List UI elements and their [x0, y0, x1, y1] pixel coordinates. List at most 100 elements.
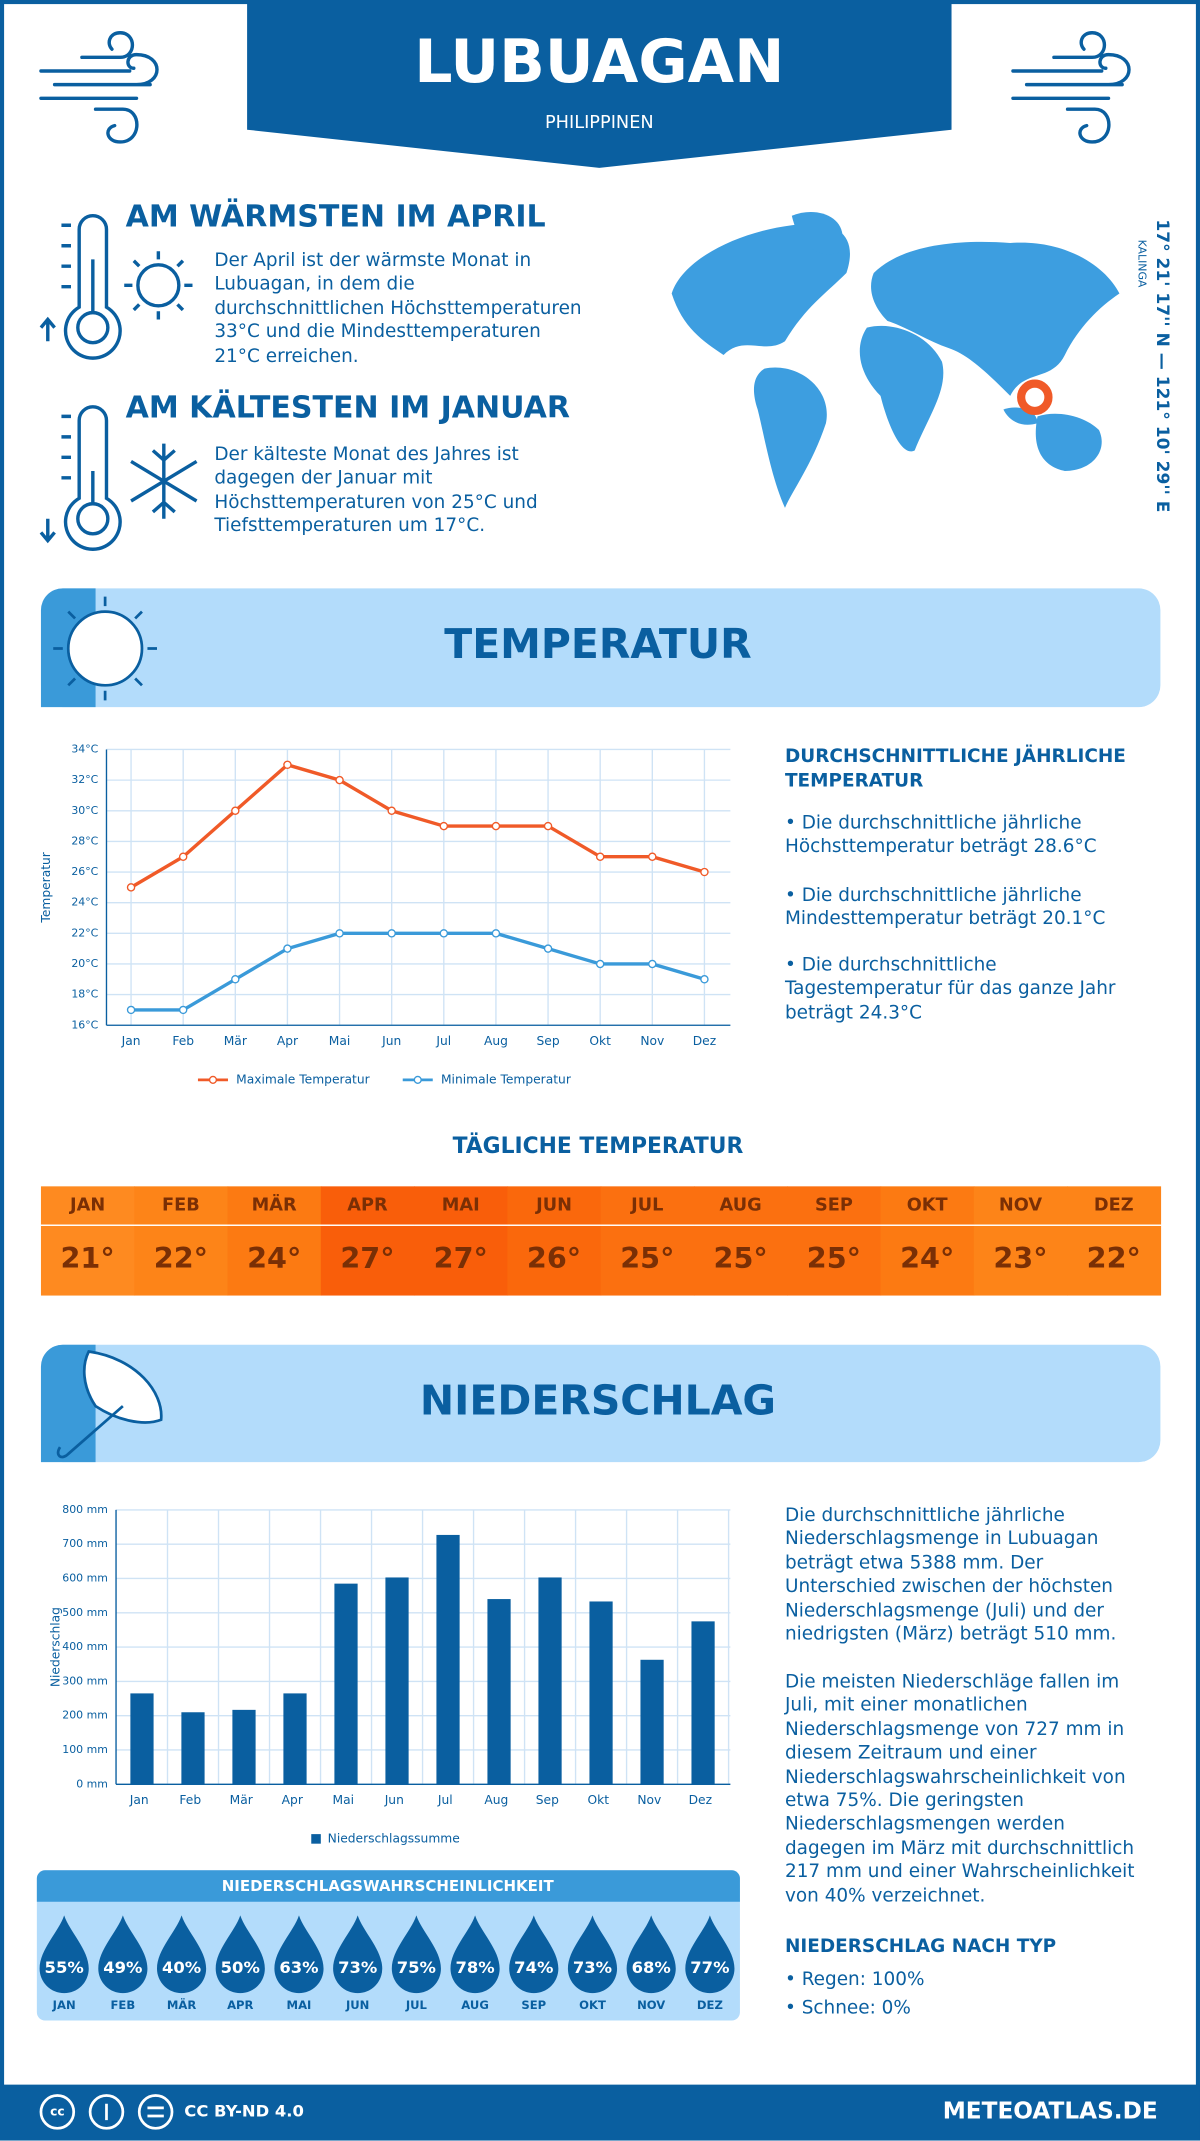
temperature-value: 25° [714, 1241, 768, 1275]
y-tick-label: 500 mm [62, 1606, 108, 1619]
month-label: AUG [720, 1195, 762, 1215]
probability-value: 50% [221, 1958, 260, 1977]
x-tick-label: Feb [172, 1034, 194, 1048]
drop [391, 1915, 441, 1994]
y-tick-label: 16°C [71, 1018, 98, 1031]
site-link[interactable]: METEOATLAS.DE [943, 2097, 1158, 2124]
table-header-cell [600, 1186, 695, 1225]
umbrella-icon [56, 1350, 163, 1459]
y-tick-label: 24°C [71, 896, 98, 909]
table-cell [880, 1225, 975, 1296]
temperature-value: 25° [807, 1241, 861, 1275]
point [491, 929, 501, 938]
legend-label: Minimale Temperatur [441, 1072, 572, 1086]
y-axis-label: Niederschlag [48, 1607, 62, 1687]
probability-month: AUG [461, 1998, 489, 2012]
table-header-cell [40, 1186, 135, 1225]
y-tick-label: 32°C [71, 773, 98, 786]
temperature-value: 25° [620, 1241, 674, 1275]
point [126, 1005, 136, 1015]
highlight-heading: AM KÄLTESTEN IM JANUAR [125, 391, 571, 426]
probability-value: 77% [690, 1958, 729, 1977]
highlight-heading: AM WÄRMSTEN IM APRIL [125, 200, 546, 235]
drop [215, 1915, 265, 1994]
month-label: MÄR [252, 1193, 297, 1215]
probability-value: 68% [632, 1958, 671, 1977]
probability-month: MAI [287, 1998, 312, 2012]
temperature-value: 27° [340, 1241, 394, 1275]
license: CC BY-ND 4.0 [184, 2101, 304, 2120]
point [283, 760, 292, 770]
table-header-cell [973, 1186, 1068, 1225]
x-tick-label: Okt [588, 1793, 610, 1807]
table-cell [600, 1225, 695, 1296]
drop [685, 1915, 735, 1994]
footer-bar [0, 2084, 1200, 2141]
y-tick-label: 26°C [71, 865, 98, 878]
probability-month: NOV [637, 1998, 665, 2012]
y-tick-label: 100 mm [62, 1743, 108, 1756]
table-cell [320, 1225, 415, 1296]
probability-value: 74% [514, 1958, 553, 1977]
legend-label: Maximale Temperatur [236, 1072, 370, 1086]
y-tick-label: 0 mm [76, 1777, 108, 1790]
x-tick-label: Dez [693, 1034, 716, 1048]
probability-value: 75% [397, 1958, 436, 1977]
location-marker [1017, 379, 1053, 416]
legend-swatch [311, 1834, 321, 1844]
x-tick-label: Dez [689, 1793, 712, 1807]
point [231, 806, 240, 815]
section-banner [40, 1344, 1161, 1463]
temperature-value: 26° [527, 1241, 581, 1275]
probability-value: 40% [162, 1958, 201, 1977]
x-tick-label: Jan [129, 1793, 149, 1807]
bar [232, 1709, 256, 1785]
point [387, 806, 396, 815]
probability-box [36, 1870, 740, 2021]
point [700, 867, 709, 877]
bar [691, 1621, 715, 1785]
cc-icon-text: cc [50, 2104, 65, 2118]
y-tick-label: 800 mm [62, 1503, 108, 1516]
y-tick-label: 200 mm [62, 1709, 108, 1722]
y-tick-label: 30°C [71, 804, 98, 817]
y-tick-label: 18°C [71, 988, 98, 1001]
month-label: JUN [535, 1195, 572, 1215]
x-tick-label: Jul [437, 1793, 453, 1807]
probability-title: NIEDERSCHLAGSWAHRSCHEINLICHKEIT [222, 1877, 555, 1895]
x-tick-label: Nov [637, 1793, 661, 1807]
drop [274, 1915, 324, 1994]
y-tick-label: 600 mm [62, 1571, 108, 1584]
table-header-cell [134, 1186, 229, 1225]
bar [589, 1601, 613, 1785]
point [439, 929, 449, 938]
x-tick-label: Aug [484, 1034, 508, 1048]
stats-heading: DURCHSCHNITTLICHE JÄHRLICHE TEMPERATUR [784, 745, 1126, 792]
month-label: APR [347, 1195, 388, 1215]
x-tick-label: Mär [224, 1034, 248, 1048]
drop [39, 1915, 89, 1994]
series-line [130, 762, 705, 889]
drop [156, 1915, 207, 1994]
point [439, 821, 449, 831]
x-tick-label: Mai [333, 1793, 355, 1807]
month-label: FEB [162, 1195, 200, 1215]
probability-month: OKT [579, 1998, 606, 2012]
x-tick-label: Aug [484, 1793, 508, 1807]
table-cell [40, 1225, 135, 1296]
x-tick-label: Jul [435, 1034, 451, 1048]
x-tick-label: Apr [277, 1034, 299, 1048]
x-tick-label: Sep [536, 1793, 559, 1807]
license-icons [39, 2094, 174, 2130]
table-cell [787, 1225, 882, 1296]
section-banner [40, 588, 1161, 708]
table-header-cell [414, 1186, 509, 1225]
probability-month: DEZ [697, 1998, 723, 2012]
point [491, 821, 501, 831]
bar [436, 1534, 460, 1785]
probability-month: APR [227, 1998, 253, 2012]
table-cell [693, 1225, 788, 1296]
probability-month: JUL [405, 1998, 428, 2012]
